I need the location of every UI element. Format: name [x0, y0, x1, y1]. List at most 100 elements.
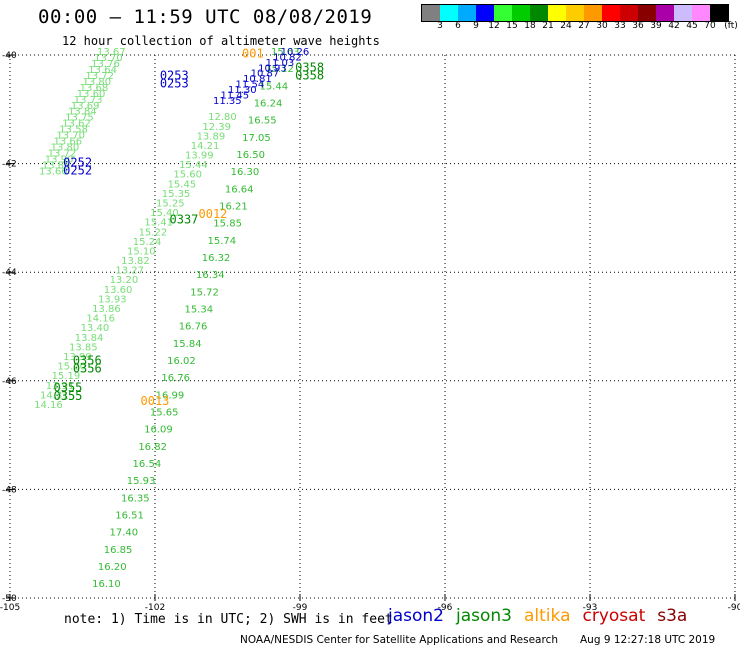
wave-height-label: 15.72 — [190, 287, 219, 298]
map-grid — [6, 54, 736, 601]
lon-tick-label: -90 — [728, 603, 740, 613]
satellite-legend-entry: cryosat — [582, 606, 646, 626]
wave-height-label: 15.35 — [162, 189, 191, 200]
wave-height-label: 13.72 — [85, 71, 114, 82]
wave-height-label: 13.58 — [59, 125, 88, 136]
wave-height-label: 16.99 — [156, 390, 185, 401]
lon-tick-label: -96 — [438, 603, 453, 613]
wave-height-label: 13.80 — [51, 143, 80, 154]
wave-height-label: 16.10 — [92, 579, 121, 590]
wave-height-label: 14.31 — [40, 390, 69, 401]
satellite-legend-entry: altika — [524, 606, 571, 626]
wave-height-label: 13.75 — [65, 113, 94, 124]
wave-height-label: 13.70 — [56, 131, 85, 142]
legend-swatch — [530, 5, 548, 21]
wave-height-label: 16.85 — [104, 545, 133, 556]
legend-label: 24 — [560, 21, 572, 31]
wave-height-label: 16.24 — [254, 98, 283, 109]
wave-height-label: 17.40 — [109, 528, 138, 539]
pass-time-marker: 0355 — [54, 389, 83, 403]
wave-height-label: 13.99 — [63, 352, 92, 363]
wave-height-label: 16.02 — [167, 356, 196, 367]
wave-height-label: 15.19 — [52, 371, 81, 382]
wave-height-label: 15.22 — [139, 227, 168, 238]
wave-height-label: 16.30 — [231, 167, 260, 178]
legend-swatch — [620, 5, 638, 21]
wave-height-label: 15.45 — [168, 179, 197, 190]
wave-height-label: 14.16 — [86, 314, 115, 325]
wave-height-label: 12.80 — [208, 112, 237, 123]
wave-height-label: 13.72 — [48, 149, 77, 160]
wave-height-label: 11.30 — [228, 85, 257, 96]
wave-height-label: 10.87 — [251, 69, 280, 80]
wave-height-label: 13.70 — [94, 53, 123, 64]
wave-height-label: 13.89 — [197, 131, 226, 142]
lat-tick-label: -40 — [2, 51, 17, 61]
wave-height-label: 13.60 — [104, 285, 133, 296]
wave-height-label: 16.50 — [236, 150, 265, 161]
pass-time-marker: 0337 — [170, 212, 199, 226]
wave-height-label: 13.73 — [74, 95, 103, 106]
wave-height-label: 15.34 — [184, 304, 213, 315]
wave-height-label: 13.60 — [77, 89, 106, 100]
wave-height-label: 13.76 — [91, 59, 120, 70]
wave-height-label: 10.82 — [273, 52, 302, 63]
legend-swatch — [476, 5, 494, 21]
pass-time-marker: 0358 — [295, 68, 324, 82]
wave-height-label: 16.82 — [138, 442, 167, 453]
wave-height-label: 15.84 — [173, 339, 202, 350]
wave-height-label: 14.16 — [34, 400, 63, 411]
wave-height-label: 15.63 — [271, 47, 300, 58]
legend-label: 42 — [668, 21, 680, 31]
credit-line: NOAA/NESDIS Center for Satellite Applica… — [240, 634, 558, 646]
wave-height-label: 16.64 — [225, 184, 254, 195]
wave-height-label: 11.54 — [236, 80, 265, 91]
legend-label: 18 — [524, 21, 536, 31]
wave-height-label: 13.80 — [83, 77, 112, 88]
wave-height-label: 15.60 — [173, 170, 202, 181]
map-title: 00:00 – 11:59 UTC 08/08/2019 — [38, 6, 373, 28]
wave-height-label: 13.66 — [54, 137, 83, 148]
legend-swatch — [638, 5, 656, 21]
wave-height-label: 13.40 — [81, 323, 110, 334]
lat-tick-label: -44 — [2, 268, 17, 278]
wave-height-label: 13.68 — [80, 83, 109, 94]
wave-height-label: 16.32 — [202, 253, 231, 264]
wave-height-label: 16.55 — [248, 116, 277, 127]
pass-time-marker: 0253 — [160, 68, 189, 82]
wave-height-label: 16.76 — [179, 322, 208, 333]
map-axis-ticks: -105 -102 -99 -96 -93 -90 -40 -42 -44 -46 -48 -50 — [0, 51, 740, 613]
satellite-legend-entry: jason2 — [388, 606, 444, 626]
wave-height-label: 13.64 — [88, 65, 117, 76]
pass-time-marker: 0012 — [199, 207, 228, 221]
satellite-legend-entry: s3a — [657, 606, 688, 626]
lat-tick-label: -46 — [2, 377, 17, 387]
wave-height-label: 13.85 — [69, 342, 98, 353]
wave-height-label: 15.93 — [127, 476, 156, 487]
wave-height-tracks: 13.6613.8513.9013.7213.8013.6613.7013.58… — [34, 47, 309, 590]
wave-height-label: 16.09 — [144, 425, 173, 436]
pass-time-marker: 0252 — [63, 155, 92, 169]
wave-height-color-scale — [421, 4, 729, 22]
generation-timestamp: Aug 9 12:27:18 UTC 2019 — [580, 634, 716, 646]
wave-height-label: 11.03 — [266, 58, 295, 69]
wave-height-label: 15.20 — [57, 362, 86, 373]
lon-tick-label: -99 — [293, 603, 308, 613]
wave-height-label: 13.91 — [46, 381, 75, 392]
legend-label: 15 — [506, 21, 518, 31]
wave-height-label: 11.35 — [213, 96, 242, 107]
legend-swatch — [602, 5, 620, 21]
lon-tick-label: -93 — [583, 603, 598, 613]
legend-swatch — [674, 5, 692, 21]
satellite-legend: jason2 jason3 altika cryosat s3a — [388, 606, 699, 626]
lon-tick-label: -105 — [0, 603, 20, 613]
pass-time-marker: 0253 — [160, 77, 189, 91]
wave-height-label: 13.85 — [42, 160, 71, 171]
wave-height-label: 13.82 — [121, 256, 150, 267]
legend-label: 39 — [650, 21, 662, 31]
legend-swatch — [584, 5, 602, 21]
wave-height-label: 15.25 — [156, 198, 185, 209]
lat-tick-label: -50 — [2, 594, 17, 604]
